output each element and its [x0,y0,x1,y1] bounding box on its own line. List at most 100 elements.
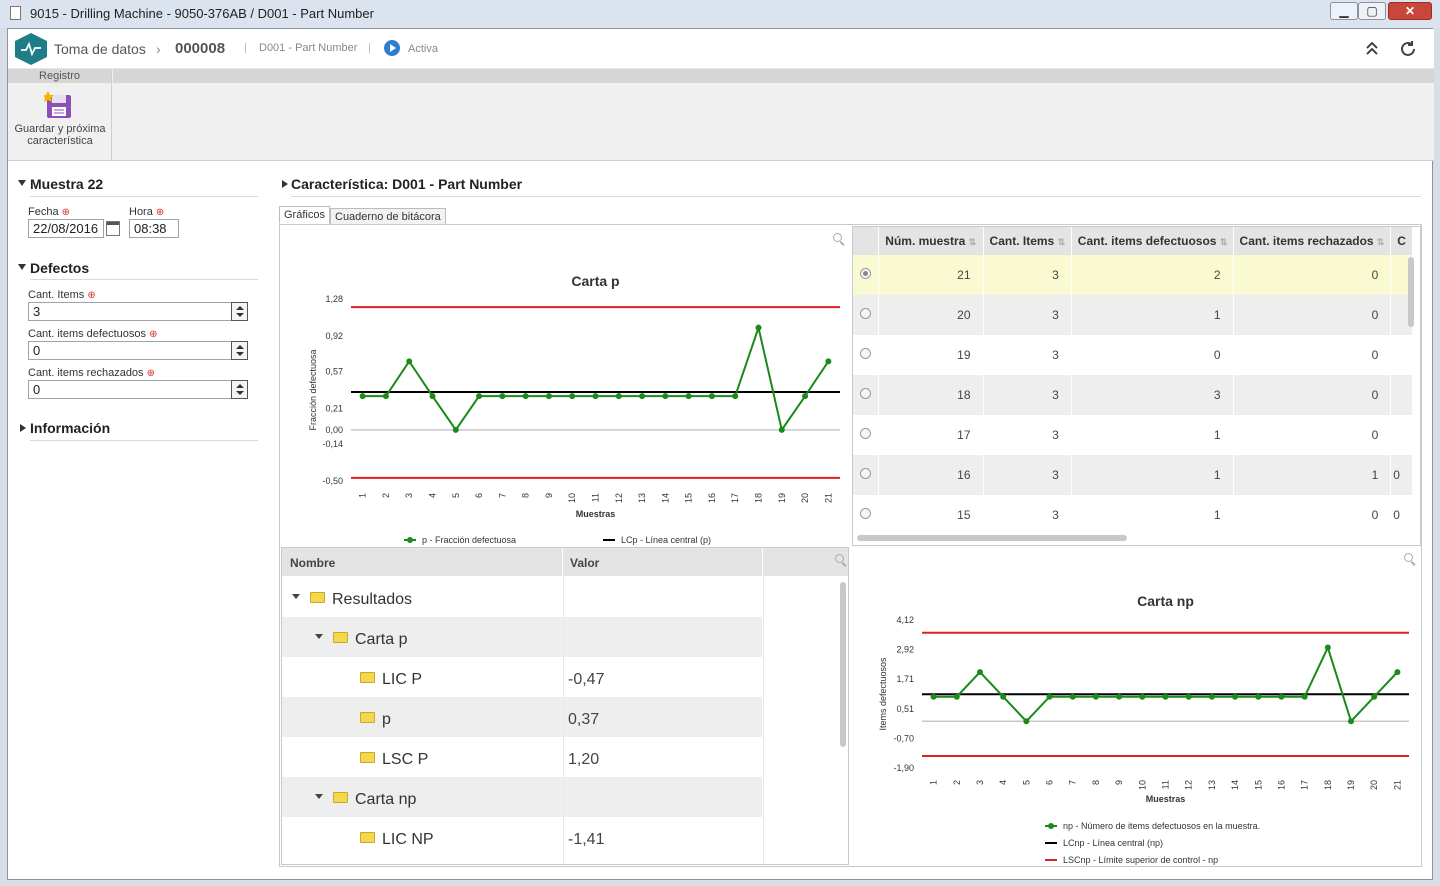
time-field[interactable]: 08:38 [129,219,179,238]
grid-cell: 0 [1233,495,1392,535]
save-next-button[interactable]: Guardar y próxima característica [8,87,112,157]
y-tick-label: 0,21 [325,403,343,413]
data-point [1069,693,1076,700]
calendar-icon[interactable] [106,221,120,236]
grid-cell: 2 [1071,255,1234,295]
x-tick-label: 10 [1137,780,1147,790]
grid-cell: 1 [1071,495,1234,535]
grid-header-extra[interactable]: C [1390,227,1413,255]
table-row[interactable]: 17 3 1 0 [853,415,1413,455]
rejected-stepper[interactable] [231,380,248,399]
close-button[interactable]: ✕ [1388,2,1432,20]
tree-row[interactable]: Carta np [282,777,762,817]
data-point [382,393,389,400]
tree-row[interactable]: Resultados [282,577,762,617]
data-point [1023,718,1030,725]
items-stepper[interactable] [231,302,248,321]
row-radio[interactable] [853,295,880,335]
grid-header-defective[interactable]: Cant. items defectuosos ⇅ [1071,227,1234,255]
refresh-icon[interactable] [1399,40,1417,58]
radio-icon[interactable] [860,428,872,439]
tree-toggle-icon[interactable] [315,794,323,799]
data-point [1139,693,1146,700]
grid-header-sample[interactable]: Núm. muestra ⇅ [878,227,984,255]
grid-cell: 15 [878,495,984,535]
legend-label: LSCnp - Límite superior de control - np [1063,855,1218,865]
zoom-icon[interactable] [1404,553,1413,562]
radio-icon[interactable] [860,268,872,279]
tree-toggle-icon[interactable] [292,594,300,599]
date-field[interactable]: 22/08/2016 [28,219,104,238]
series-line-0 [933,644,1399,724]
tree-name: Resultados [332,591,413,608]
zoom-icon[interactable] [835,554,844,563]
y-axis-label: Items defectuosos [878,657,888,731]
tree-value: -0,47 [568,671,605,688]
collapse-triangle-icon[interactable] [18,180,26,186]
x-tick-label: 9 [544,493,554,498]
table-row[interactable]: 16 3 1 1 0 [853,455,1413,495]
breadcrumb-app[interactable]: Toma de datos [54,41,146,57]
divider [30,196,258,197]
defective-field[interactable]: 0 [28,341,232,360]
defective-stepper[interactable] [231,341,248,360]
results-tree: Nombre Valor Resultados Carta p LIC P -0,47… [281,547,849,865]
row-radio[interactable] [853,375,880,415]
radio-icon[interactable] [860,348,872,359]
radio-icon[interactable] [860,308,872,319]
collapse-triangle-icon[interactable] [18,264,26,270]
zoom-icon[interactable] [833,233,842,242]
tab-cuaderno[interactable]: Cuaderno de bitácora [330,208,446,226]
radio-icon[interactable] [860,468,872,479]
tree-row[interactable]: LSC P 1,20 [282,737,762,777]
divider [291,196,1421,197]
row-radio[interactable] [853,335,880,375]
data-point [778,426,785,433]
tree-toggle-icon[interactable] [315,634,323,639]
tree-row[interactable]: LIC NP -1,41 [282,817,762,857]
x-tick-label: 13 [1207,780,1217,790]
x-tick-label: 4 [428,493,438,498]
data-point [499,393,506,400]
row-radio[interactable] [853,455,880,495]
table-row[interactable]: 21 3 2 0 [853,255,1413,295]
save-next-label: Guardar y próxima característica [14,123,106,147]
tree-row[interactable]: LIC P -0,47 [282,657,762,697]
record-code: 000008 [175,40,226,57]
row-radio[interactable] [853,495,880,535]
table-row[interactable]: 18 3 3 0 [853,375,1413,415]
time-label: Hora ⊕ [129,206,165,218]
grid-horizontal-scrollbar[interactable] [857,535,1127,541]
ribbon-group-title: Registro [8,69,111,83]
expand-triangle-icon[interactable] [20,424,26,432]
samples-grid: Núm. muestra ⇅ Cant. Items ⇅ Cant. items… [852,226,1421,546]
table-row[interactable]: 19 3 0 0 [853,335,1413,375]
x-tick-label: 18 [1323,780,1333,790]
x-tick-label: 9 [1114,780,1124,785]
grid-header-items[interactable]: Cant. Items ⇅ [983,227,1072,255]
radio-icon[interactable] [860,388,872,399]
x-tick-label: 15 [1253,780,1263,790]
maximize-button[interactable]: ▢ [1358,2,1386,20]
rejected-field[interactable]: 0 [28,380,232,399]
table-row[interactable]: 20 3 1 0 [853,295,1413,335]
folder-icon [360,712,375,723]
tree-scrollbar[interactable] [840,582,846,747]
tree-row[interactable]: Carta p [282,617,762,657]
grid-cell: 0 [1390,495,1413,535]
data-point [592,393,599,400]
row-radio[interactable] [853,415,880,455]
minimize-button[interactable]: ▁ [1330,2,1358,20]
tree-row[interactable]: p 0,37 [282,697,762,737]
y-tick-label: 4,12 [896,615,914,625]
collapse-icon[interactable] [1366,42,1378,56]
tab-graficos[interactable]: Gráficos [279,206,330,224]
grid-header-rejected[interactable]: Cant. items rechazados ⇅ [1233,227,1392,255]
results-header-name: Nombre [290,556,336,570]
items-field[interactable]: 3 [28,302,232,321]
row-radio[interactable] [853,255,880,295]
grid-vertical-scrollbar[interactable] [1408,257,1414,327]
x-tick-label: 3 [975,780,985,785]
radio-icon[interactable] [860,508,872,519]
table-row[interactable]: 15 3 1 0 0 [853,495,1413,535]
